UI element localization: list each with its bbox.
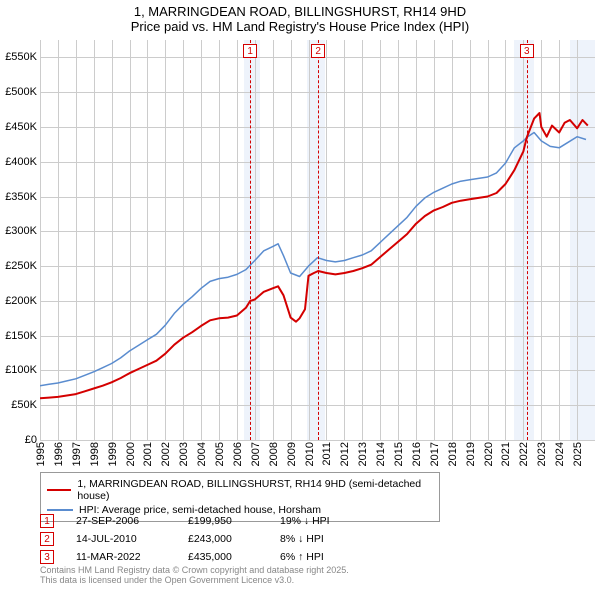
x-axis-tick-label: 2001 (142, 442, 154, 466)
x-axis-tick-label: 1999 (107, 442, 119, 466)
footer-line1: Contains HM Land Registry data © Crown c… (40, 565, 349, 575)
event-price: £243,000 (188, 533, 258, 545)
legend-item: 1, MARRINGDEAN ROAD, BILLINGSHURST, RH14… (47, 477, 433, 503)
y-axis-tick-label: £100K (5, 364, 37, 376)
event-row: 3 11-MAR-2022 £435,000 6% ↑ HPI (40, 548, 360, 566)
x-axis-tick-label: 1996 (53, 442, 65, 466)
x-axis-tick-label: 2004 (196, 442, 208, 466)
x-axis-tick-label: 2018 (447, 442, 459, 466)
y-axis-tick-label: £450K (5, 121, 37, 133)
x-axis-tick-label: 1995 (35, 442, 47, 466)
x-axis-tick-label: 2006 (232, 442, 244, 466)
event-date: 11-MAR-2022 (76, 551, 166, 563)
event-row: 2 14-JUL-2010 £243,000 8% ↓ HPI (40, 530, 360, 548)
x-axis-tick-label: 2011 (321, 442, 333, 466)
x-axis-tick-label: 2014 (375, 442, 387, 466)
event-number-badge: 2 (40, 532, 54, 546)
x-axis-tick-label: 2003 (178, 442, 190, 466)
x-axis-tick-label: 2000 (125, 442, 137, 466)
event-marker-badge: 1 (243, 44, 257, 58)
event-date: 27-SEP-2006 (76, 515, 166, 527)
x-axis-tick-label: 1997 (71, 442, 83, 466)
event-marker-line (250, 40, 251, 440)
x-axis-tick-label: 2025 (572, 442, 584, 466)
event-marker-badge: 3 (520, 44, 534, 58)
event-marker-badge: 2 (311, 44, 325, 58)
x-axis-tick-label: 2012 (339, 442, 351, 466)
x-axis-tick-label: 2015 (393, 442, 405, 466)
event-hpi-delta: 19% ↓ HPI (280, 515, 360, 527)
y-axis-tick-label: £550K (5, 51, 37, 63)
x-axis-tick-label: 1998 (89, 442, 101, 466)
event-marker-line (318, 40, 319, 440)
event-number-badge: 1 (40, 514, 54, 528)
x-axis-tick-label: 2024 (554, 442, 566, 466)
y-axis-tick-label: £150K (5, 330, 37, 342)
x-axis-tick-label: 2013 (357, 442, 369, 466)
footer-attribution: Contains HM Land Registry data © Crown c… (40, 565, 349, 586)
legend-swatch (47, 509, 73, 511)
x-axis-tick-label: 2002 (160, 442, 172, 466)
x-axis-tick-label: 2022 (518, 442, 530, 466)
y-axis-tick-label: £250K (5, 260, 37, 272)
x-axis-tick-label: 2023 (536, 442, 548, 466)
event-hpi-delta: 6% ↑ HPI (280, 551, 360, 563)
hpi-line (40, 133, 586, 386)
legend-label: 1, MARRINGDEAN ROAD, BILLINGSHURST, RH14… (77, 478, 433, 502)
x-axis-tick-label: 2016 (411, 442, 423, 466)
chart-title-line2: Price paid vs. HM Land Registry's House … (0, 19, 600, 36)
x-axis-tick-label: 2007 (250, 442, 262, 466)
event-row: 1 27-SEP-2006 £199,950 19% ↓ HPI (40, 512, 360, 530)
y-axis-tick-label: £200K (5, 295, 37, 307)
y-axis-tick-label: £300K (5, 225, 37, 237)
event-date: 14-JUL-2010 (76, 533, 166, 545)
event-marker-line (527, 40, 528, 440)
footer-line2: This data is licensed under the Open Gov… (40, 575, 349, 585)
y-axis-tick-label: £500K (5, 86, 37, 98)
x-axis-tick-label: 2005 (214, 442, 226, 466)
chart-plot-area: 123 £0£50K£100K£150K£200K£250K£300K£350K… (40, 40, 595, 440)
x-axis-tick-label: 2009 (286, 442, 298, 466)
event-number-badge: 3 (40, 550, 54, 564)
y-axis-tick-label: £350K (5, 191, 37, 203)
event-hpi-delta: 8% ↓ HPI (280, 533, 360, 545)
x-axis-tick-label: 2021 (500, 442, 512, 466)
x-axis-tick-label: 2019 (465, 442, 477, 466)
event-price: £435,000 (188, 551, 258, 563)
events-table: 1 27-SEP-2006 £199,950 19% ↓ HPI 2 14-JUL-201… (40, 512, 360, 566)
chart-title-line1: 1, MARRINGDEAN ROAD, BILLINGSHURST, RH14… (0, 0, 600, 19)
x-axis-tick-label: 2010 (304, 442, 316, 466)
gridline-horizontal (40, 440, 595, 441)
event-price: £199,950 (188, 515, 258, 527)
y-axis-tick-label: £50K (11, 399, 37, 411)
y-axis-tick-label: £400K (5, 156, 37, 168)
legend-swatch (47, 489, 71, 491)
price-paid-line (40, 113, 588, 398)
x-axis-tick-label: 2017 (429, 442, 441, 466)
chart-container: 1, MARRINGDEAN ROAD, BILLINGSHURST, RH14… (0, 0, 600, 590)
x-axis-tick-label: 2020 (483, 442, 495, 466)
x-axis-tick-label: 2008 (268, 442, 280, 466)
